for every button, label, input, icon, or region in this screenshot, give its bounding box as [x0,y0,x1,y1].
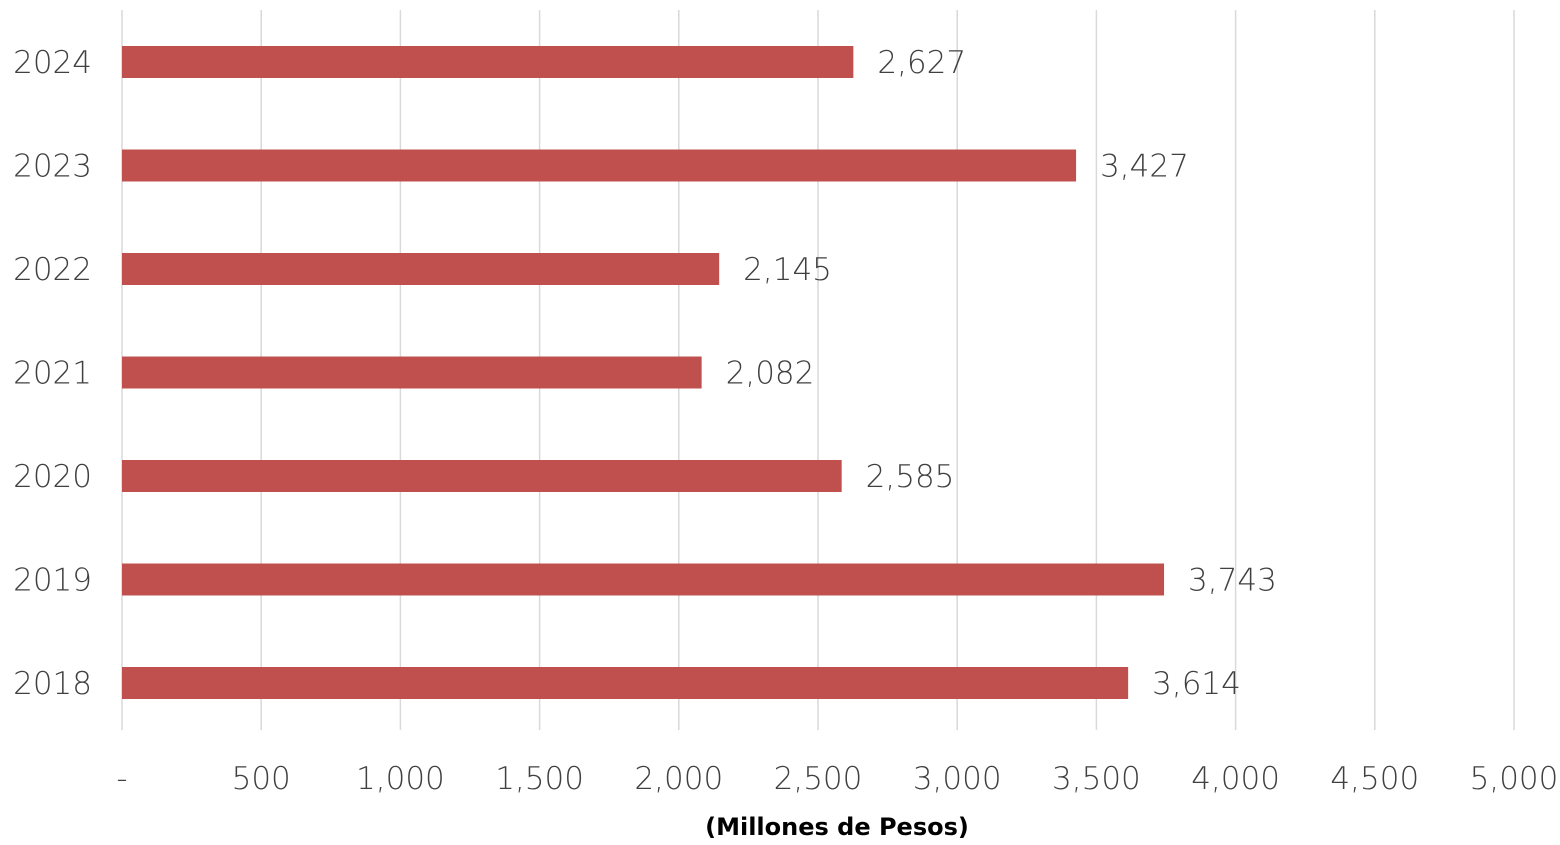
x-tick-label: 1,500 [495,761,584,797]
data-label-2022: 2,145 [743,252,832,288]
data-label-2019: 3,743 [1188,563,1277,599]
x-tick-labels: - 500 1,000 1,500 2,000 2,500 3,000 3,500 4,000 4… [116,761,1558,797]
bar-2020 [122,460,842,492]
bar-2018 [122,667,1129,699]
bar-2019 [122,563,1165,596]
data-label-2024: 2,627 [877,45,966,81]
x-axis-title: (Millones de Pesos) [705,813,969,841]
bar-2024 [122,46,854,78]
data-label-2018: 3,614 [1152,666,1241,702]
bar-2021 [122,356,702,389]
category-label-2022: 2022 [13,252,92,288]
category-label-2020: 2020 [13,459,92,495]
bar-2023 [122,149,1077,182]
x-tick-label: 500 [232,761,291,797]
bar-2022 [122,253,720,285]
data-label-2020: 2,585 [866,459,955,495]
category-label-2024: 2024 [13,45,92,81]
category-label-2018: 2018 [13,666,92,702]
x-tick-label: 3,500 [1052,761,1141,797]
category-labels: 2024 2023 2022 2021 2020 2019 2018 [13,45,92,702]
x-tick-label: 2,000 [634,761,723,797]
x-tick-label: 4,500 [1330,761,1419,797]
x-tick-label: 3,000 [913,761,1002,797]
category-label-2019: 2019 [13,563,92,599]
x-tick-label: 1,000 [356,761,445,797]
category-label-2023: 2023 [13,149,92,185]
x-tick-label: 4,000 [1191,761,1280,797]
x-tick-label: - [116,761,127,797]
data-labels: 2,627 3,427 2,145 2,082 2,585 3,743 3,614 [726,45,1277,702]
data-label-2023: 3,427 [1100,149,1189,185]
bars [122,46,1165,699]
data-label-2021: 2,082 [726,356,815,392]
x-tick-label: 2,500 [774,761,863,797]
category-label-2021: 2021 [13,356,92,392]
x-tick-label: 5,000 [1470,761,1559,797]
